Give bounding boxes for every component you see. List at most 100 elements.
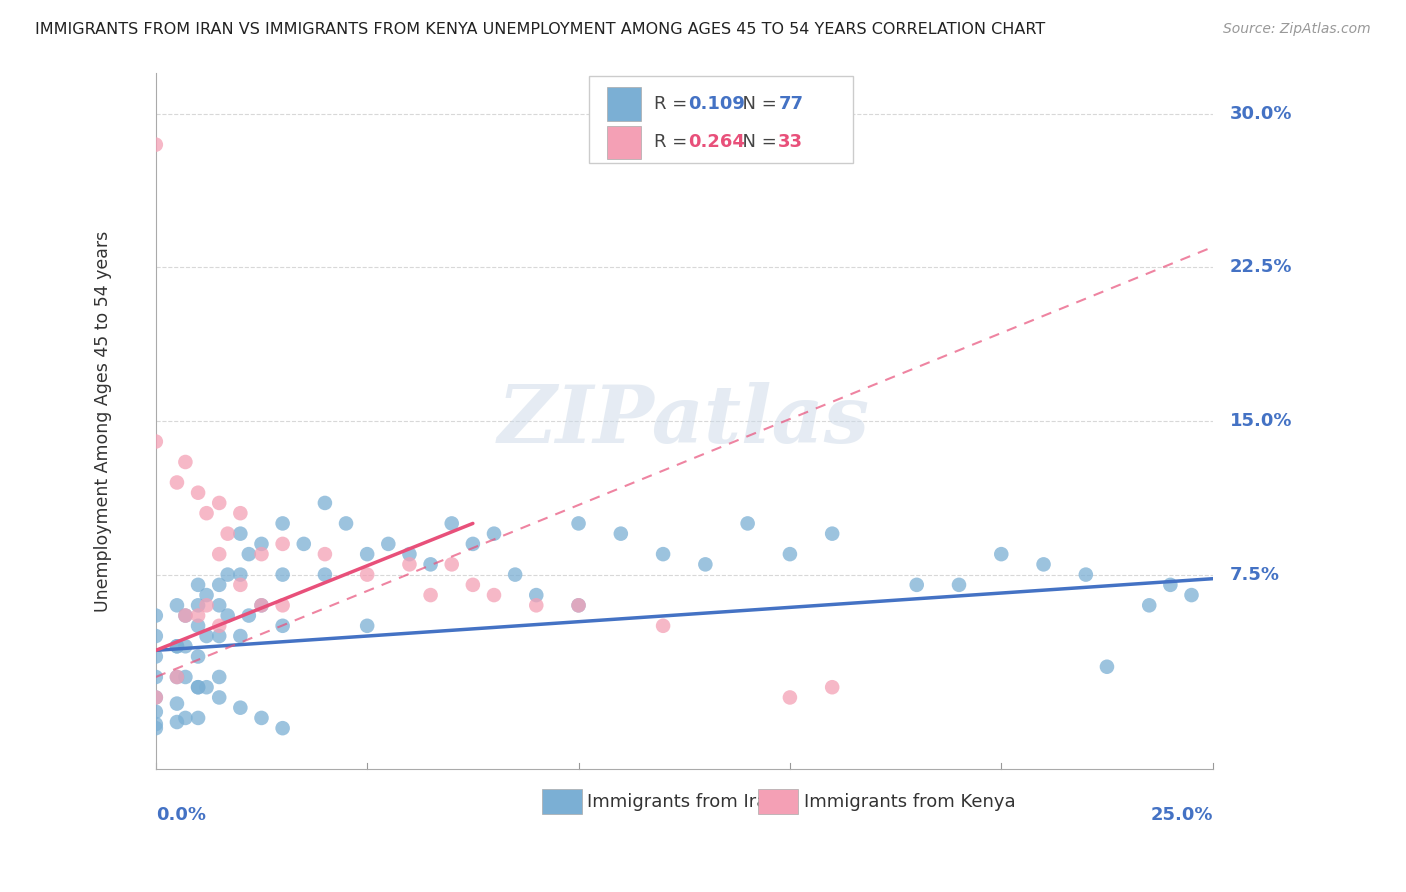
Point	[187, 608, 209, 623]
Point	[356, 547, 378, 561]
Point	[524, 599, 547, 613]
Point	[166, 640, 188, 654]
Point	[208, 670, 231, 684]
Point	[145, 649, 167, 664]
Point	[948, 578, 970, 592]
Point	[174, 670, 197, 684]
Point	[524, 588, 547, 602]
Point	[271, 516, 294, 531]
Point	[271, 721, 294, 735]
Point	[292, 537, 315, 551]
Point	[503, 567, 526, 582]
Point	[250, 547, 273, 561]
Point	[145, 670, 167, 684]
Point	[1074, 567, 1097, 582]
Point	[208, 619, 231, 633]
Text: N =: N =	[731, 95, 782, 113]
Point	[250, 599, 273, 613]
Text: Unemployment Among Ages 45 to 54 years: Unemployment Among Ages 45 to 54 years	[94, 230, 112, 612]
Point	[187, 619, 209, 633]
Text: Immigrants from Kenya: Immigrants from Kenya	[804, 793, 1015, 811]
Point	[187, 649, 209, 664]
Point	[166, 475, 188, 490]
Text: N =: N =	[731, 134, 782, 152]
Point	[238, 547, 260, 561]
Text: ZIPatlas: ZIPatlas	[498, 383, 870, 459]
Point	[208, 599, 231, 613]
FancyBboxPatch shape	[607, 87, 641, 120]
Text: 0.0%: 0.0%	[156, 806, 205, 824]
Point	[335, 516, 357, 531]
Point	[990, 547, 1012, 561]
Point	[238, 608, 260, 623]
Point	[271, 619, 294, 633]
Point	[187, 680, 209, 694]
Point	[208, 578, 231, 592]
Point	[174, 608, 197, 623]
Point	[821, 526, 844, 541]
Point	[208, 496, 231, 510]
Point	[398, 558, 420, 572]
FancyBboxPatch shape	[607, 126, 641, 159]
Point	[166, 714, 188, 729]
Point	[229, 506, 252, 520]
Point	[1137, 599, 1160, 613]
Text: R =: R =	[654, 134, 693, 152]
Point	[652, 619, 675, 633]
FancyBboxPatch shape	[758, 789, 799, 814]
Point	[187, 578, 209, 592]
Point	[1180, 588, 1202, 602]
Point	[250, 711, 273, 725]
Point	[314, 567, 336, 582]
Point	[166, 640, 188, 654]
Point	[195, 599, 218, 613]
Point	[271, 537, 294, 551]
Point	[174, 455, 197, 469]
Text: 15.0%: 15.0%	[1230, 412, 1292, 430]
Point	[377, 537, 399, 551]
Point	[208, 690, 231, 705]
Point	[229, 567, 252, 582]
Point	[461, 537, 484, 551]
Point	[166, 697, 188, 711]
Point	[145, 137, 167, 152]
Point	[217, 608, 239, 623]
Point	[482, 526, 505, 541]
Point	[652, 547, 675, 561]
Point	[419, 558, 441, 572]
Point	[250, 537, 273, 551]
Point	[779, 690, 801, 705]
Point	[145, 434, 167, 449]
Point	[208, 629, 231, 643]
Text: 22.5%: 22.5%	[1230, 259, 1292, 277]
Point	[195, 629, 218, 643]
Point	[905, 578, 928, 592]
FancyBboxPatch shape	[589, 77, 853, 163]
Text: Source: ZipAtlas.com: Source: ZipAtlas.com	[1223, 22, 1371, 37]
Point	[356, 567, 378, 582]
Point	[166, 670, 188, 684]
Point	[440, 558, 463, 572]
Point	[1032, 558, 1054, 572]
Point	[229, 526, 252, 541]
Point	[208, 547, 231, 561]
Point	[314, 547, 336, 561]
Text: 0.264: 0.264	[689, 134, 745, 152]
Point	[174, 640, 197, 654]
Point	[166, 599, 188, 613]
Point	[217, 567, 239, 582]
Point	[145, 705, 167, 719]
Point	[145, 721, 167, 735]
Point	[229, 700, 252, 714]
Point	[195, 680, 218, 694]
FancyBboxPatch shape	[541, 789, 582, 814]
Point	[779, 547, 801, 561]
Point	[145, 608, 167, 623]
Text: R =: R =	[654, 95, 693, 113]
Point	[482, 588, 505, 602]
Text: 30.0%: 30.0%	[1230, 105, 1292, 123]
Point	[271, 599, 294, 613]
Point	[145, 717, 167, 731]
Point	[610, 526, 633, 541]
Point	[195, 588, 218, 602]
